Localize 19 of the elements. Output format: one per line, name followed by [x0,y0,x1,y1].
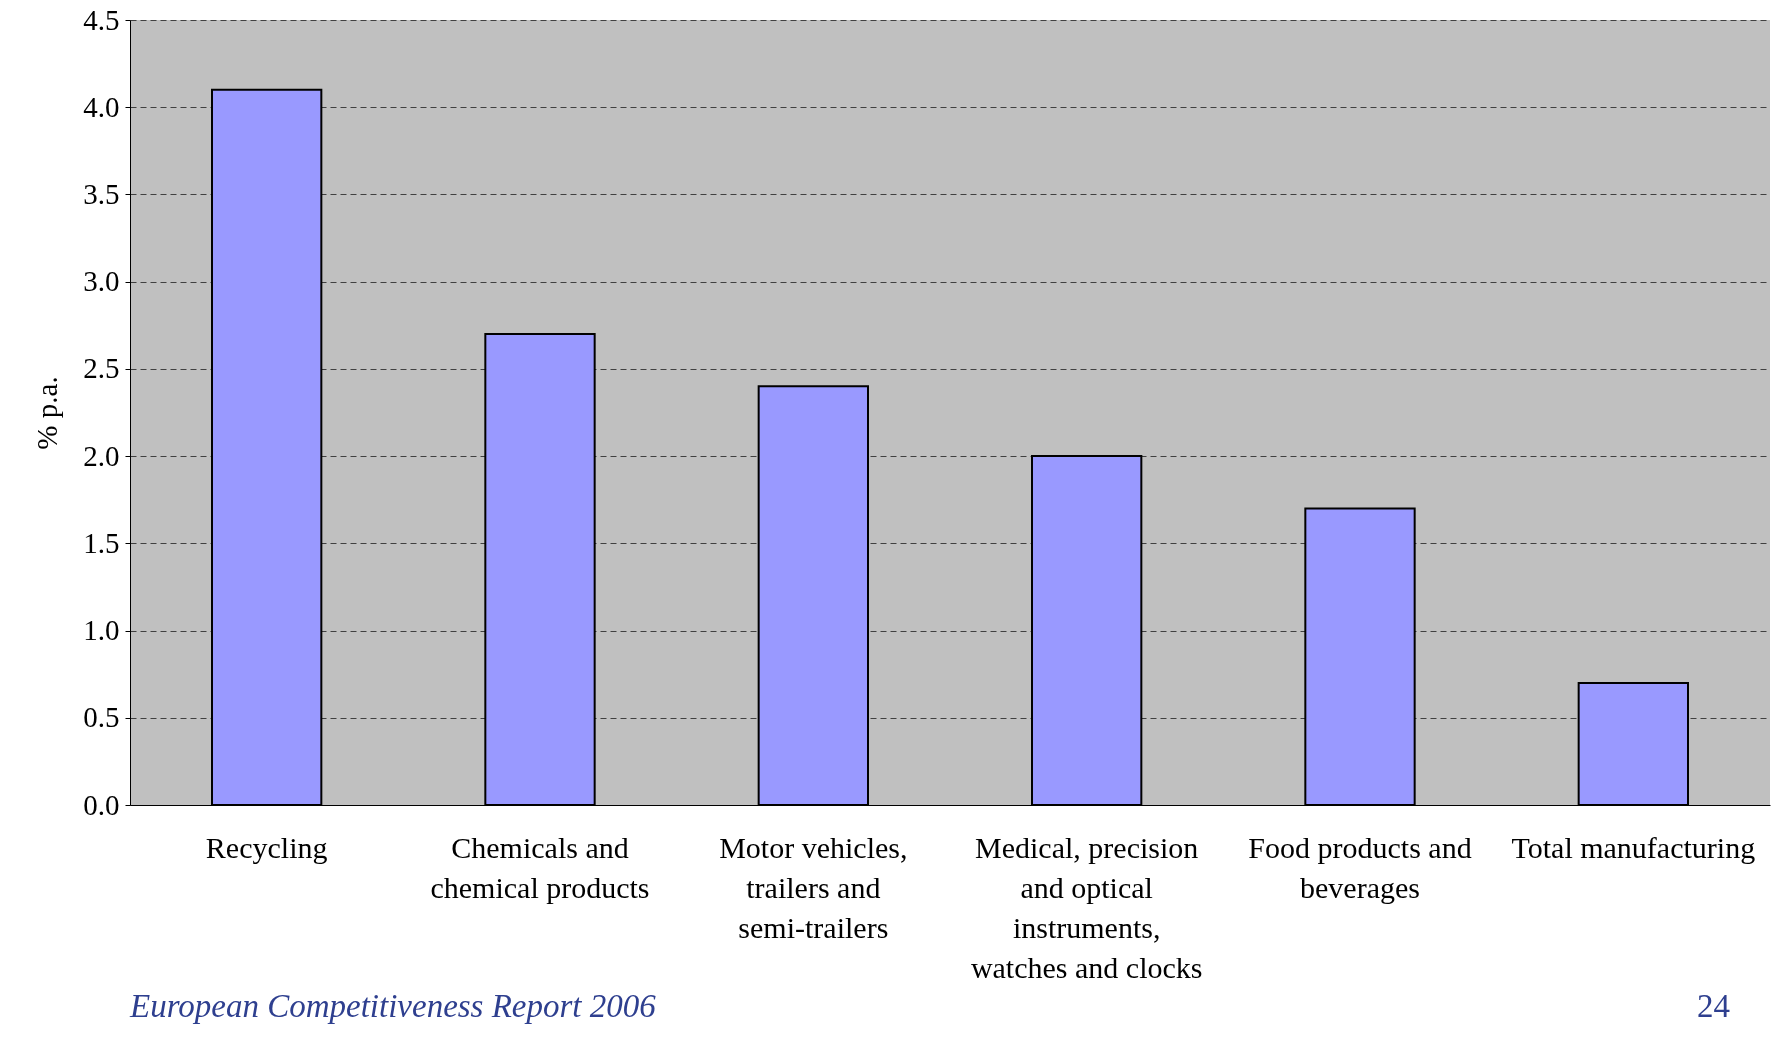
y-tick-label: 0.5 [83,701,120,734]
y-tick-label: 2.0 [83,439,120,472]
x-tick-label: Medical, precision and optical instruments, watches and clocks [970,830,1203,984]
x-tick-label: Motor vehicles, trailers and semi-trailers [719,830,908,944]
y-tick-label: 3.5 [83,177,120,210]
x-tick-label: Chemicals and chemical products [430,830,650,904]
y-tick-label: 2.5 [83,352,120,385]
y-tick-label: 1.5 [83,526,120,559]
y-axis-title: % p.a. [31,376,64,450]
y-tick-label: 1.0 [83,614,120,647]
y-tick-label: 3.0 [83,265,120,298]
x-tick-label: Total manufacturing [1511,830,1756,864]
y-tick-label: 4.0 [83,90,120,123]
x-tick-label: Food products and beverages [1248,830,1472,904]
x-tick-label: Recycling [205,830,328,864]
text: European Competitiveness Report 2006 [129,988,657,1024]
text: 24 [1697,988,1730,1024]
y-tick-label: 4.5 [83,3,120,36]
y-tick-label: 0.0 [83,788,120,821]
